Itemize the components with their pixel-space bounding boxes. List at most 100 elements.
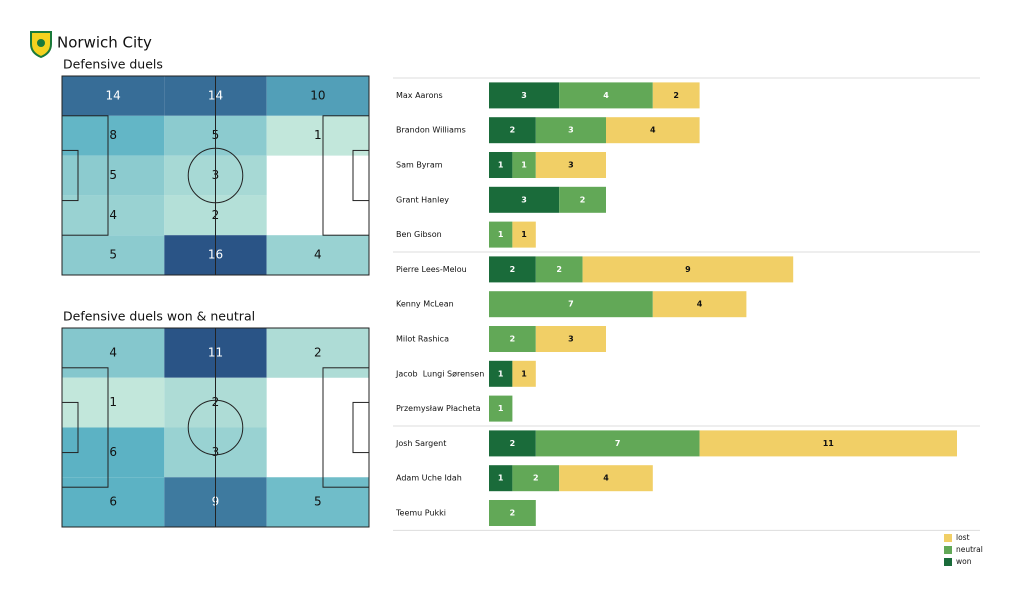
bar-label: 1 xyxy=(498,230,504,239)
legend-label: neutral xyxy=(956,545,983,554)
player-name: Pierre Lees-Melou xyxy=(396,265,467,274)
bar-segment xyxy=(512,465,560,492)
bar-segment xyxy=(489,221,513,248)
crest xyxy=(30,31,52,59)
legend-swatch xyxy=(944,534,952,542)
goal-area xyxy=(61,401,79,454)
bar-segment xyxy=(512,152,536,178)
bar-label: 1 xyxy=(521,369,527,378)
player-name: Teemu Pukki xyxy=(395,509,446,518)
cell-label: 8 xyxy=(109,128,117,142)
bar-label: 1 xyxy=(498,369,504,378)
player-name: Grant Hanley xyxy=(396,195,449,204)
bar-segment xyxy=(489,395,513,422)
bar-segment xyxy=(652,291,747,318)
bar-label: 2 xyxy=(510,126,516,135)
bar-segment xyxy=(489,465,513,492)
bar-label: 3 xyxy=(568,161,574,170)
bar-label: 2 xyxy=(510,439,516,448)
heatmap-cell xyxy=(62,235,165,275)
bar-segment xyxy=(559,82,653,109)
cell-label: 14 xyxy=(106,88,121,102)
heatmap-cell xyxy=(266,235,369,275)
bar-segment xyxy=(535,152,606,178)
bar-segment xyxy=(652,82,700,109)
bar-label: 11 xyxy=(823,439,835,448)
bar-segment xyxy=(489,430,536,457)
cell-label: 4 xyxy=(109,208,117,222)
player-name: Josh Sargent xyxy=(395,439,446,448)
bar-segment xyxy=(582,256,794,283)
heatmap-cell xyxy=(62,115,165,156)
legend-swatch xyxy=(944,546,952,554)
heatmap-cell xyxy=(266,115,369,156)
bar-segment xyxy=(606,117,700,144)
bar-segment xyxy=(512,221,536,248)
bar-label: 4 xyxy=(650,126,656,135)
centre-circle xyxy=(187,399,244,456)
bar-label: 2 xyxy=(510,265,516,274)
cell-label: 10 xyxy=(310,88,325,102)
heatmap-cell xyxy=(266,477,369,527)
cell-label: 5 xyxy=(109,248,117,262)
bar-label: 1 xyxy=(521,161,527,170)
player-name: Max Aarons xyxy=(396,91,443,100)
player-name: Przemysław Płacheta xyxy=(396,404,481,413)
cell-label: 6 xyxy=(109,495,117,509)
bar-label: 3 xyxy=(568,126,574,135)
bar-label: 1 xyxy=(498,404,504,413)
goal-area xyxy=(352,149,370,202)
player-name: Adam Uche Idah xyxy=(396,474,462,483)
heatmap-title: Defensive duels won & neutral xyxy=(63,309,255,324)
bar-label: 1 xyxy=(498,161,504,170)
heatmap-cell xyxy=(62,377,165,428)
player-name: Sam Byram xyxy=(396,161,443,170)
bar-segment xyxy=(489,186,560,213)
cell-label: 5 xyxy=(314,495,322,509)
cell-label: 6 xyxy=(109,445,117,459)
bar-label: 2 xyxy=(510,335,516,344)
bar-label: 4 xyxy=(603,474,609,483)
bar-label: 9 xyxy=(685,265,691,274)
bar-label: 2 xyxy=(580,195,586,204)
bar-label: 3 xyxy=(521,195,527,204)
bar-segment xyxy=(535,117,606,144)
cell-label: 4 xyxy=(109,345,117,359)
heatmap-title: Defensive duels xyxy=(63,57,163,72)
player-name: Kenny McLean xyxy=(396,300,454,309)
penalty-box xyxy=(322,367,370,488)
goal-area xyxy=(352,401,370,454)
bar-segment xyxy=(489,152,513,178)
bar-label: 3 xyxy=(568,335,574,344)
bar-segment xyxy=(559,186,606,213)
bar-segment xyxy=(489,82,560,109)
bar-segment xyxy=(699,430,957,457)
bar-segment xyxy=(535,256,583,283)
legend-swatch xyxy=(944,558,952,566)
bar-segment xyxy=(512,360,536,387)
bar-label: 2 xyxy=(533,474,539,483)
heatmap-cell xyxy=(62,328,165,378)
heatmap-cell xyxy=(62,195,165,236)
cell-label: 1 xyxy=(109,395,117,409)
player-name: Ben Gibson xyxy=(396,230,442,239)
bar-segment xyxy=(489,117,536,144)
bar-segment xyxy=(559,465,653,492)
goal-area xyxy=(61,149,79,202)
bar-segment xyxy=(489,500,536,526)
bar-label: 3 xyxy=(521,91,527,100)
bar-label: 2 xyxy=(510,509,516,518)
cell-label: 1 xyxy=(314,128,322,142)
cell-label: 2 xyxy=(314,345,322,359)
bar-segment xyxy=(535,326,606,352)
bar-segment xyxy=(535,430,700,457)
bar-segment xyxy=(489,256,536,283)
cell-label: 4 xyxy=(314,248,322,262)
bar-label: 2 xyxy=(673,91,679,100)
team-title: Norwich City xyxy=(57,34,152,52)
bar-label: 1 xyxy=(521,230,527,239)
legend-label: won xyxy=(956,557,972,566)
heatmap-cell xyxy=(62,155,165,196)
heatmap-cell xyxy=(62,427,165,478)
